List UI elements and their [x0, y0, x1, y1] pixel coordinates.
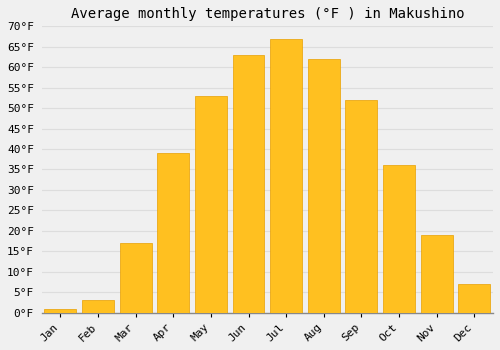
Bar	[270, 38, 302, 313]
Bar	[458, 284, 490, 313]
Title: Average monthly temperatures (°F ) in Makushino: Average monthly temperatures (°F ) in Ma…	[70, 7, 464, 21]
Bar	[308, 59, 340, 313]
Bar	[44, 309, 76, 313]
Bar	[82, 300, 114, 313]
Bar	[346, 100, 378, 313]
Bar	[383, 165, 415, 313]
Bar	[120, 243, 152, 313]
Bar	[420, 235, 452, 313]
Bar	[232, 55, 264, 313]
Bar	[195, 96, 227, 313]
Bar	[158, 153, 190, 313]
